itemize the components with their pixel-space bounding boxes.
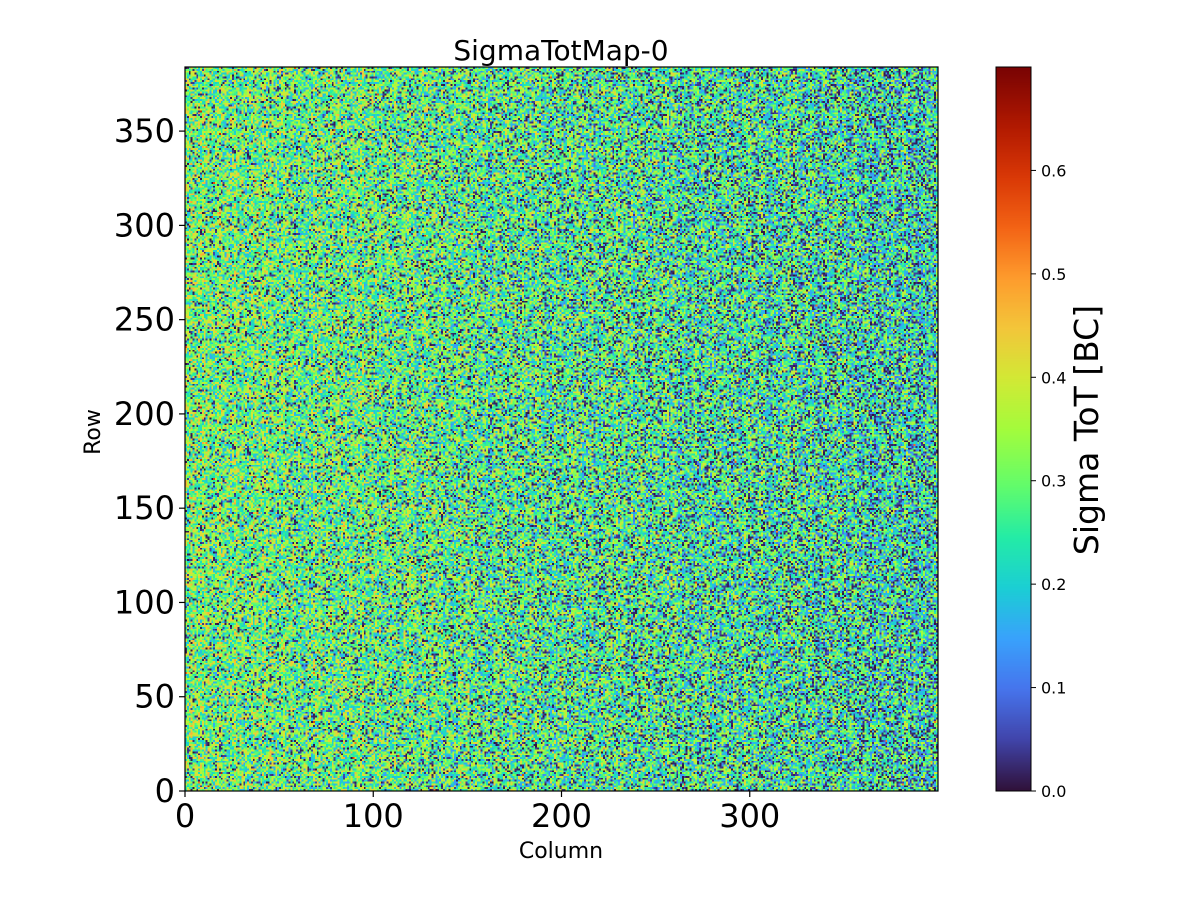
colorbar-gradient (996, 67, 1031, 791)
x-tick-label: 200 (531, 797, 592, 835)
y-tick-label: 100 (114, 583, 175, 621)
colorbar-tick-label: 0.5 (1041, 265, 1066, 284)
y-tick-label: 50 (134, 678, 175, 716)
colorbar-tick-label: 0.4 (1041, 368, 1066, 387)
y-tick-label: 0 (155, 772, 175, 810)
y-tick-label: 350 (114, 112, 175, 150)
x-tick-label: 100 (343, 797, 404, 835)
colorbar-tick-label: 0.2 (1041, 575, 1066, 594)
chart-title: SigmaTotMap-0 (453, 34, 668, 67)
x-tick-label: 300 (719, 797, 780, 835)
y-tick-label: 200 (114, 395, 175, 433)
heatmap-image (185, 67, 938, 791)
colorbar-tick-label: 0.3 (1041, 472, 1066, 491)
colorbar-frame (995, 66, 1032, 792)
x-axis: 0 100 200 300 (175, 791, 780, 835)
colorbar-label: Sigma ToT [BC] (1067, 305, 1106, 555)
plot-frame (184, 66, 939, 792)
y-axis: 0 50 100 150 200 250 300 350 (114, 112, 185, 810)
x-tick-label: 0 (175, 797, 195, 835)
colorbar-tick-label: 0.6 (1041, 161, 1066, 180)
y-tick-label: 150 (114, 489, 175, 527)
colorbar-tick-label: 0.1 (1041, 679, 1066, 698)
y-axis-label: Row (81, 409, 106, 455)
x-axis-label: Column (519, 839, 603, 864)
y-tick-label: 300 (114, 206, 175, 244)
colorbar-axis: 0.0 0.1 0.2 0.3 0.4 0.5 0.6 (1031, 161, 1066, 801)
colorbar-tick-label: 0.0 (1041, 782, 1066, 801)
y-tick-label: 250 (114, 301, 175, 339)
